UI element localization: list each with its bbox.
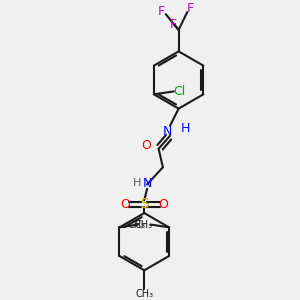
Text: F: F <box>169 18 176 31</box>
Text: F: F <box>158 5 165 18</box>
Text: O: O <box>121 198 130 211</box>
Text: H: H <box>133 178 141 188</box>
Text: O: O <box>158 198 168 211</box>
Text: S: S <box>140 197 149 212</box>
Text: N: N <box>163 125 172 138</box>
Text: O: O <box>141 139 151 152</box>
Text: CH₃: CH₃ <box>134 220 152 230</box>
Text: F: F <box>187 2 194 15</box>
Text: H: H <box>181 122 190 135</box>
Text: N: N <box>142 176 152 190</box>
Text: Cl: Cl <box>173 85 186 98</box>
Text: CH₃: CH₃ <box>135 289 153 299</box>
Text: CH₃: CH₃ <box>127 220 145 230</box>
